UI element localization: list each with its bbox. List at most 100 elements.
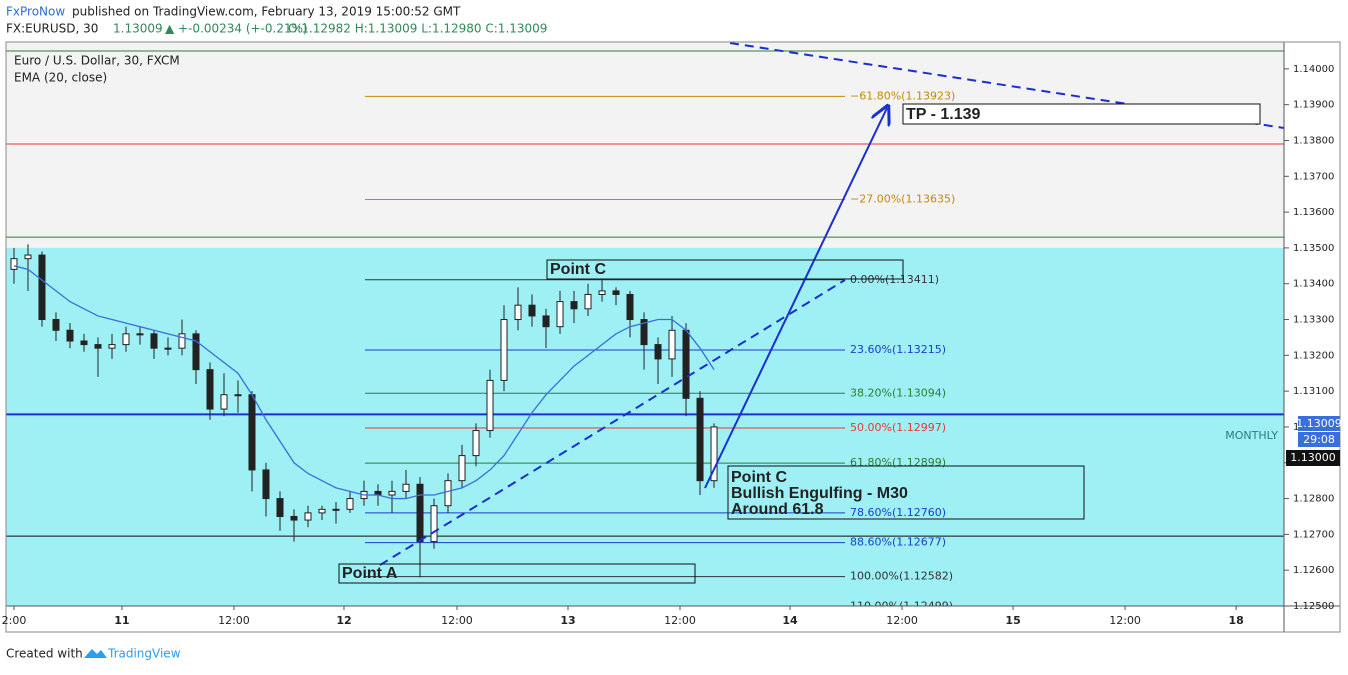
candle-body [472, 430, 480, 457]
fib-label: 88.60%(1.12677) [850, 536, 946, 549]
publisher[interactable]: FxProNow [6, 5, 65, 19]
candle-body [682, 329, 690, 399]
trend-line [379, 279, 846, 566]
candle-body [304, 512, 312, 521]
x-tick-label: 13 [560, 614, 575, 627]
candle-body [122, 333, 130, 346]
candle-body [248, 394, 256, 471]
y-tick-label: 1.13500 [1293, 243, 1334, 254]
candle-body [696, 397, 704, 482]
price-tag [1298, 416, 1340, 431]
y-tick-label: 1.14000 [1293, 64, 1334, 75]
x-tick-label: 15 [1005, 614, 1020, 627]
y-tick-label: 1.13300 [1293, 315, 1334, 326]
cursor-text: 1.13000 [1290, 451, 1336, 464]
candle-body [234, 394, 242, 397]
arrow [704, 108, 887, 489]
footer-text: Created with [6, 647, 83, 661]
countdown-tag [1298, 432, 1340, 447]
annotation: Around 61.8 [731, 501, 824, 518]
candle-body [556, 301, 564, 328]
box [902, 103, 1261, 125]
candle-body [38, 254, 46, 321]
candle-body [52, 319, 60, 331]
countdown-text: 29:08 [1303, 433, 1335, 446]
x-tick-label: 12:00 [664, 614, 696, 627]
y-tick-label: 1.13700 [1293, 171, 1334, 182]
cursor-tag [1286, 450, 1340, 466]
candle-body [584, 293, 592, 310]
change: +-0.00234 (+-0.21%) [178, 22, 308, 36]
footer-brand[interactable]: TradingView [107, 647, 181, 661]
box [727, 465, 1085, 520]
candle-body [178, 333, 186, 349]
candle-body [640, 319, 648, 346]
candle-body [192, 333, 200, 371]
candle-body [612, 290, 620, 295]
candle-body [290, 515, 298, 521]
y-tick-label: 1.13900 [1293, 100, 1334, 111]
candle-body [528, 304, 536, 317]
price-tag-text: 1.13009 [1296, 417, 1342, 430]
candle-body [402, 483, 410, 492]
candle-body [514, 304, 522, 321]
candle-body [150, 333, 158, 349]
candle-body [388, 490, 396, 496]
axis-bg [0, 606, 1348, 636]
y-tick-label: 1.13100 [1293, 386, 1334, 397]
annotation: Point C [731, 469, 787, 486]
fib-label: 78.60%(1.12760) [850, 506, 946, 519]
candle-body [500, 319, 508, 381]
annotation: TP - 1.139 [906, 106, 981, 123]
box [546, 259, 904, 280]
fib-label: 100.00%(1.12582) [850, 570, 953, 583]
x-tick-label: 11 [114, 614, 129, 627]
frame [5, 41, 1341, 633]
x-tick-label: 18 [1228, 614, 1243, 627]
y-tick-label: 1.13600 [1293, 207, 1334, 218]
y-tick-label: 1.12500 [1293, 601, 1334, 612]
candle-body [416, 483, 424, 543]
y-tick-label: 1.13200 [1293, 350, 1334, 361]
candle-body [668, 329, 676, 360]
y-tick-label: 1.13400 [1293, 279, 1334, 290]
x-tick-label: 12:00 [1109, 614, 1141, 627]
x-tick-label: 12 [336, 614, 351, 627]
candle-body [486, 379, 494, 432]
x-tick-label: 12:00 [218, 614, 250, 627]
candle-body [10, 258, 18, 270]
y-tick-label: 1.12600 [1293, 565, 1334, 576]
zone [6, 247, 1284, 606]
candle-body [262, 469, 270, 500]
candle-body [458, 455, 466, 482]
fib-label: 50.00%(1.12997) [850, 421, 946, 434]
logo [84, 649, 107, 658]
candle-body [318, 508, 326, 514]
fib-label: −61.80%(1.13923) [850, 89, 955, 102]
candle-body [654, 344, 662, 360]
chart-title: Euro / U.S. Dollar, 30, FXCM [14, 54, 180, 68]
published: published on TradingView.com, February 1… [72, 5, 461, 19]
candle-body [346, 498, 354, 510]
annotation: Bullish Engulfing - M30 [731, 485, 908, 502]
direction: ▲ [165, 22, 175, 36]
candle-body [710, 426, 718, 482]
annotation: Point C [550, 261, 606, 278]
candle-body [444, 480, 452, 507]
axis-bg [1284, 0, 1348, 671]
fib-label: 38.20%(1.13094) [850, 386, 946, 399]
last-price: 1.13009 [113, 22, 163, 36]
candle-body [94, 344, 102, 349]
candle-body [220, 394, 228, 410]
legend-entry: EMA (20, close) [14, 71, 107, 85]
x-tick-label: 14 [782, 614, 798, 627]
x-tick-label: 12:00 [886, 614, 918, 627]
candle-body [430, 505, 438, 543]
fib-label: 23.60%(1.13215) [850, 343, 946, 356]
candle-body [206, 369, 214, 410]
ohlc: O:1.12982 H:1.13009 L:1.12980 C:1.13009 [288, 22, 547, 36]
x-tick-label: 12:00 [441, 614, 473, 627]
fib-label: 61.80%(1.12899) [850, 456, 946, 469]
